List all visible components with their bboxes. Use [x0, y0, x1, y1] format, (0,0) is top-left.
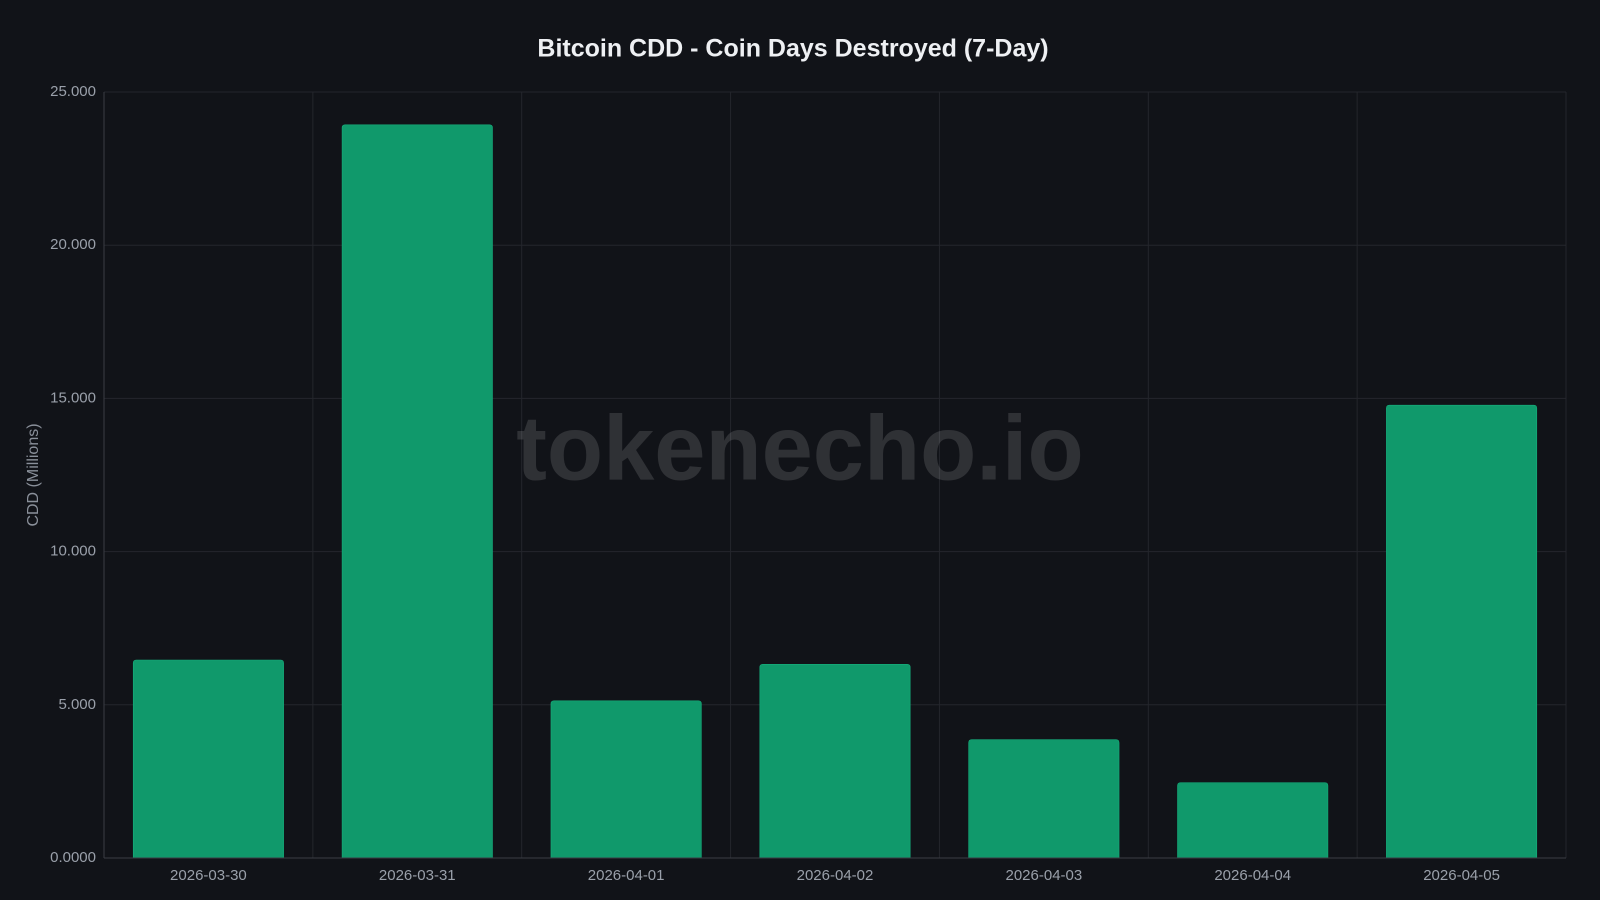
bar	[341, 124, 493, 859]
bar	[1386, 404, 1538, 859]
bar	[968, 739, 1120, 859]
chart-title: Bitcoin CDD - Coin Days Destroyed (7-Day…	[537, 35, 1048, 63]
bar	[550, 700, 702, 859]
bar	[759, 664, 911, 859]
y-tick-label: 15.000	[50, 389, 96, 406]
watermark: tokenecho.io	[516, 397, 1083, 499]
x-tick-label: 2026-03-31	[379, 867, 456, 884]
x-tick-label: 2026-04-03	[1005, 867, 1082, 884]
x-tick-label: 2026-04-05	[1423, 867, 1500, 884]
x-tick-label: 2026-04-02	[797, 867, 874, 884]
y-tick-label: 20.000	[50, 236, 96, 253]
y-tick-label: 0.0000	[50, 849, 96, 866]
x-tick-label: 2026-04-01	[588, 867, 665, 884]
y-axis-label: CDD (Millions)	[25, 423, 42, 526]
y-tick-label: 25.000	[50, 83, 96, 100]
x-tick-label: 2026-04-04	[1214, 867, 1291, 884]
bar	[132, 659, 284, 859]
y-tick-label: 10.000	[50, 543, 96, 560]
bar	[1177, 782, 1329, 859]
x-tick-label: 2026-03-30	[170, 867, 247, 884]
y-tick-label: 5.000	[58, 696, 96, 713]
